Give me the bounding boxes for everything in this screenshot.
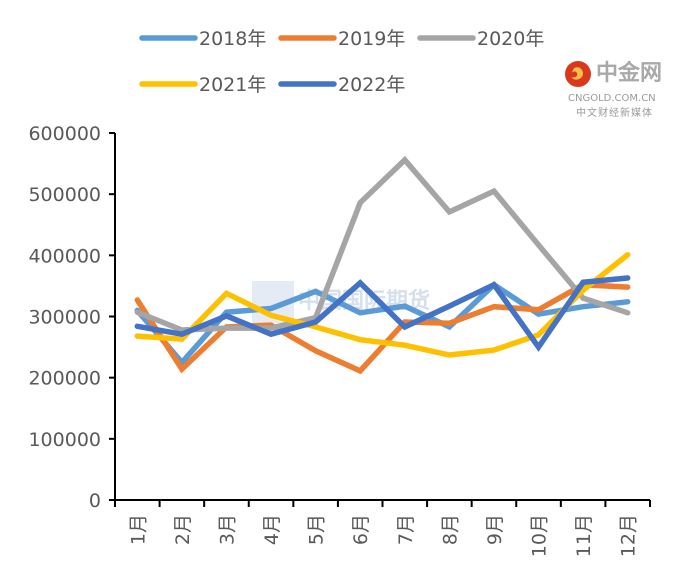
- x-tick-label: 8月: [439, 514, 461, 545]
- legend-item-2020: 2020年: [417, 28, 544, 50]
- series-lines: [134, 155, 631, 375]
- y-tick-label: 300000: [28, 307, 101, 329]
- legend-item-2021: 2021年: [139, 74, 266, 96]
- legend-label: 2018年: [199, 28, 266, 50]
- logo-tagline: 中文财经新媒体: [576, 106, 653, 119]
- x-tick-label: 6月: [350, 514, 372, 545]
- x-tick-label: 5月: [306, 514, 328, 545]
- logo-name: 中金网: [596, 60, 662, 86]
- y-tick-label: 0: [89, 490, 101, 512]
- series-line-2019: [134, 281, 631, 375]
- legend-label: 2020年: [477, 28, 544, 50]
- series-line-2020: [134, 155, 631, 333]
- x-tick-label: 4月: [261, 514, 283, 545]
- legend: 2018年 2019年 2020年 2021年 2022年: [139, 28, 544, 96]
- legend-label: 2019年: [338, 28, 405, 50]
- x-tick-label: 2月: [172, 514, 194, 545]
- y-tick-label: 600000: [28, 123, 101, 145]
- legend-label: 2022年: [338, 74, 405, 96]
- x-tick-label: 7月: [395, 514, 417, 545]
- x-tick-label: 3月: [216, 514, 238, 545]
- series-line-2021: [134, 251, 631, 358]
- y-tick-label: 100000: [28, 429, 101, 451]
- y-tick-label: 400000: [28, 245, 101, 267]
- x-tick-label: 9月: [484, 514, 506, 545]
- x-tick-label: 10月: [529, 514, 551, 557]
- legend-item-2018: 2018年: [139, 28, 266, 50]
- axes: 0 100000 200000 300000 400000 500000 600000 1月 2…: [28, 123, 651, 557]
- y-tick-label: 200000: [28, 368, 101, 390]
- series-line-2022: [134, 275, 631, 352]
- legend-label: 2021年: [199, 74, 266, 96]
- logo-domain: CNGOLD.COM.CN: [568, 93, 656, 104]
- legend-item-2019: 2019年: [278, 28, 405, 50]
- y-tick-label: 500000: [28, 184, 101, 206]
- logo: 中金网 CNGOLD.COM.CN 中文财经新媒体: [565, 60, 662, 119]
- legend-item-2022: 2022年: [278, 74, 405, 96]
- x-tick-label: 12月: [618, 514, 640, 557]
- logo-swirl-icon: [571, 67, 584, 80]
- x-tick-label: 1月: [127, 514, 149, 545]
- x-tick-label: 11月: [573, 514, 595, 557]
